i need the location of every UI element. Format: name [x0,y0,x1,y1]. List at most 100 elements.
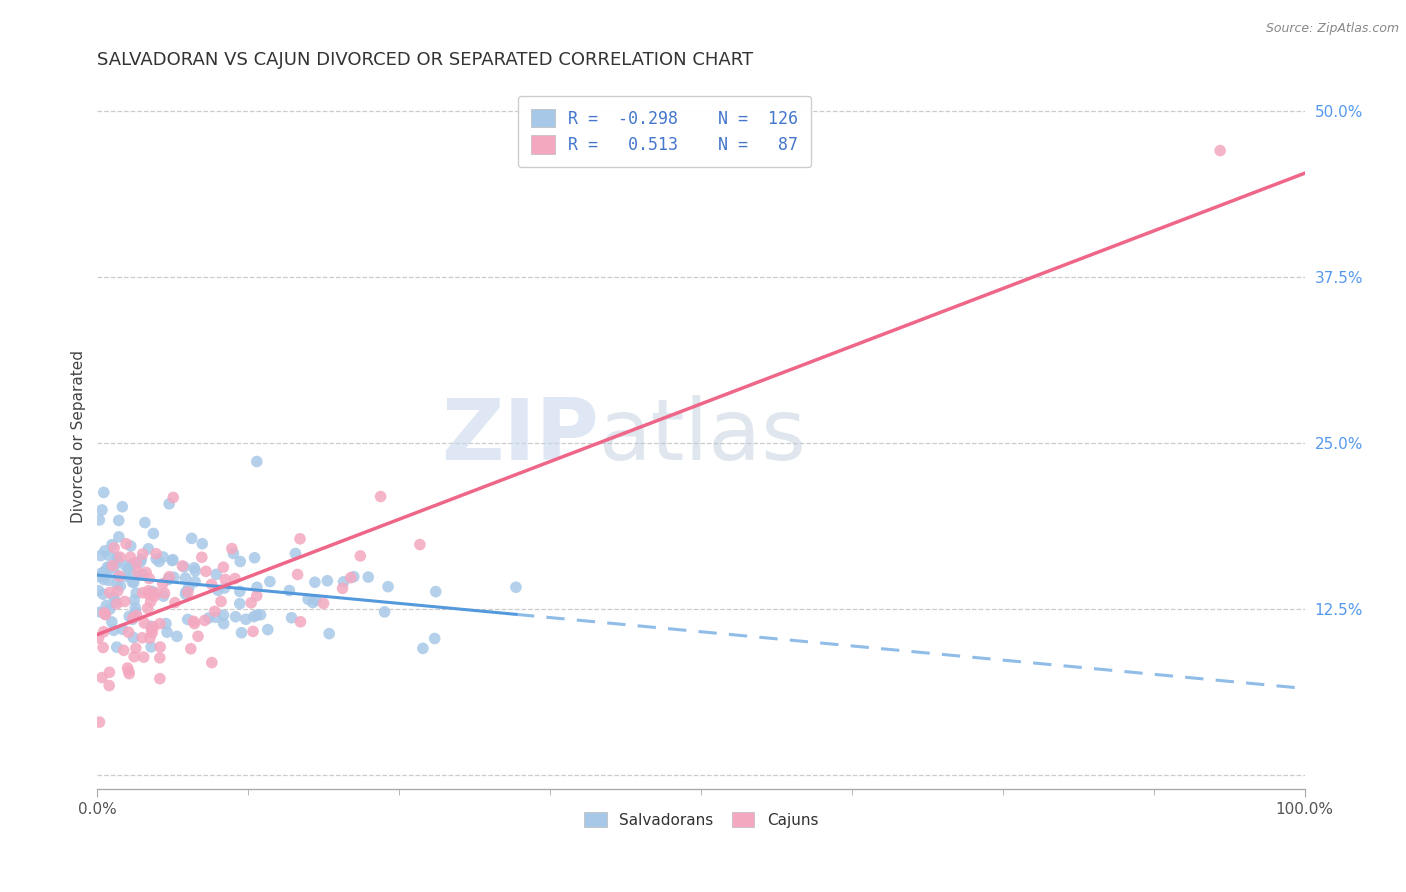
Point [195,565,218,579]
Point [103,559,125,574]
Point [214,573,236,587]
Point [89,605,111,619]
Point [229,584,252,599]
Point [243,609,266,624]
Point [125,586,148,600]
Point [163,596,186,610]
Text: SALVADORAN VS CAJUN DIVORCED OR SEPARATED CORRELATION CHART: SALVADORAN VS CAJUN DIVORCED OR SEPARATE… [97,51,754,69]
Point [97,563,120,577]
Point [409,538,432,552]
Point [138,572,160,586]
Point [117,625,139,640]
Point [91,587,114,601]
Point [120,539,142,553]
Point [89,714,111,729]
Point [187,629,209,643]
Point [246,589,269,603]
Point [166,629,188,643]
Point [122,575,145,590]
Point [242,624,264,639]
Point [287,567,309,582]
Point [332,582,354,596]
Point [209,594,232,608]
Point [118,666,141,681]
Point [110,579,132,593]
Point [112,643,135,657]
Point [222,547,245,561]
Point [200,577,222,591]
Point [332,574,354,589]
Point [98,679,121,693]
Point [136,587,159,601]
Point [132,650,155,665]
Point [343,570,366,584]
Point [183,616,205,631]
Point [149,672,172,686]
Point [108,550,131,565]
Point [177,585,200,599]
Point [131,552,153,566]
Point [377,580,399,594]
Point [149,640,172,654]
Point [160,553,183,567]
Point [207,583,229,598]
Point [153,586,176,600]
Point [141,625,163,640]
Point [155,616,177,631]
Point [90,566,112,580]
Point [105,577,128,591]
Point [349,549,371,563]
Point [122,611,145,625]
Point [124,601,146,615]
Point [288,532,311,546]
Point [91,503,114,517]
Point [105,597,128,611]
Point [115,537,138,551]
Point [152,549,174,564]
Point [212,608,235,623]
Point [98,585,121,599]
Point [152,576,174,591]
Point [104,595,127,609]
Point [297,592,319,607]
Text: atlas: atlas [599,395,807,478]
Point [134,516,156,530]
Point [183,615,205,629]
Point [157,572,180,586]
Point [231,625,253,640]
Point [370,490,392,504]
Point [120,559,142,574]
Point [156,625,179,640]
Point [194,614,217,628]
Point [117,664,139,678]
Point [284,547,307,561]
Point [136,583,159,598]
Point [174,571,197,585]
Point [120,566,142,581]
Point [184,564,207,578]
Point [259,574,281,589]
Point [114,558,136,573]
Point [235,612,257,626]
Point [141,623,163,637]
Point [143,589,166,603]
Point [157,573,180,587]
Point [89,570,111,584]
Point [304,575,326,590]
Point [1209,144,1232,158]
Point [174,587,197,601]
Point [256,623,278,637]
Point [87,583,110,598]
Point [172,558,194,573]
Point [148,555,170,569]
Point [141,619,163,633]
Point [114,594,136,608]
Point [125,641,148,656]
Point [107,513,129,527]
Point [97,574,120,588]
Point [180,641,202,656]
Point [117,561,139,575]
Point [121,612,143,626]
Point [141,640,163,654]
Text: ZIP: ZIP [440,395,599,478]
